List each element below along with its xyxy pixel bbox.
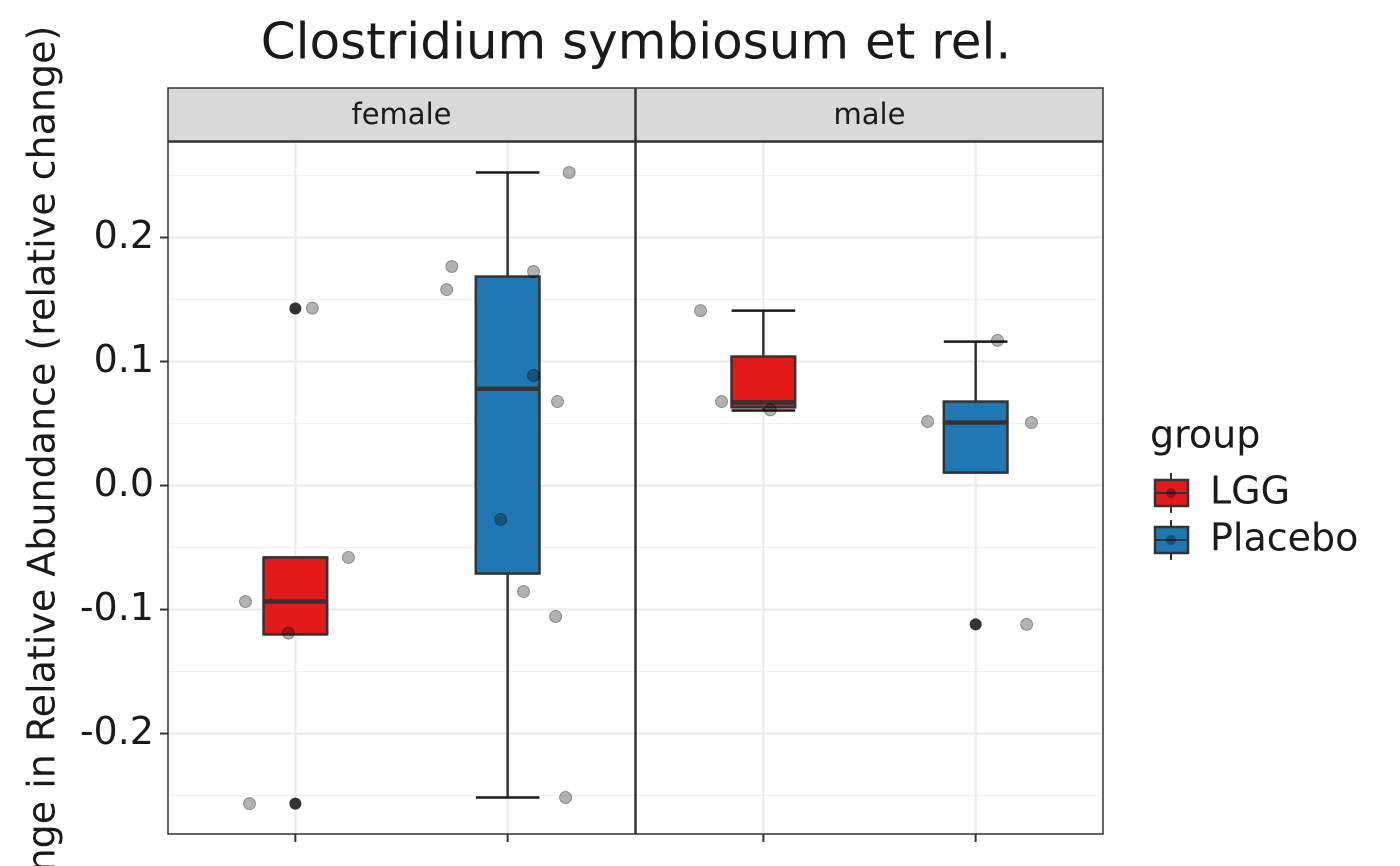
y-tick-label: -0.2 [80, 709, 154, 753]
panel-background [168, 142, 635, 834]
jitter-point [527, 264, 541, 278]
jitter-point [1020, 617, 1034, 631]
box [262, 556, 329, 636]
jitter-point [243, 797, 257, 811]
outlier [969, 618, 982, 631]
panel-border [167, 141, 636, 835]
jitter-point [517, 585, 531, 599]
box [474, 275, 541, 575]
strip-label: male [834, 97, 906, 131]
box [730, 355, 797, 409]
jitter-point [715, 395, 729, 409]
jitter-point [341, 550, 355, 564]
panel-border [635, 141, 1104, 835]
strip [167, 87, 636, 142]
y-tick-label: 0.1 [94, 337, 154, 381]
jitter-point [494, 512, 508, 526]
y-tick-label: 0.2 [94, 213, 154, 257]
jitter-point [562, 166, 576, 180]
jitter-point [763, 403, 777, 417]
strip-label: female [352, 97, 452, 131]
jitter-point [549, 609, 563, 623]
jitter-point [440, 283, 454, 297]
jitter-point [527, 369, 541, 383]
y-tick-label: -0.1 [80, 585, 154, 629]
jitter-point [694, 304, 708, 318]
jitter-point [559, 791, 573, 805]
chart-title: Clostridium symbiosum et rel. [261, 13, 1012, 71]
jitter-point [551, 395, 565, 409]
legend-label: LGG [1210, 469, 1290, 513]
jitter-point [281, 626, 295, 640]
jitter-point [305, 301, 319, 315]
jitter-point [445, 260, 459, 274]
strip [635, 87, 1104, 142]
jitter-point [921, 415, 935, 429]
jitter-point [238, 594, 252, 608]
jitter-point [991, 333, 1005, 347]
box [942, 400, 1009, 474]
outlier [289, 797, 302, 810]
legend-key-point [1166, 488, 1176, 498]
jitter-point [1024, 416, 1038, 430]
y-axis-label: Change in Relative Abundance (relative c… [20, 26, 64, 866]
outlier [289, 302, 302, 315]
legend-key-point [1166, 535, 1176, 545]
y-tick-label: 0.0 [94, 461, 154, 505]
panel-background [636, 142, 1103, 834]
legend-title: group [1150, 413, 1260, 457]
legend-label: Placebo [1210, 516, 1358, 560]
